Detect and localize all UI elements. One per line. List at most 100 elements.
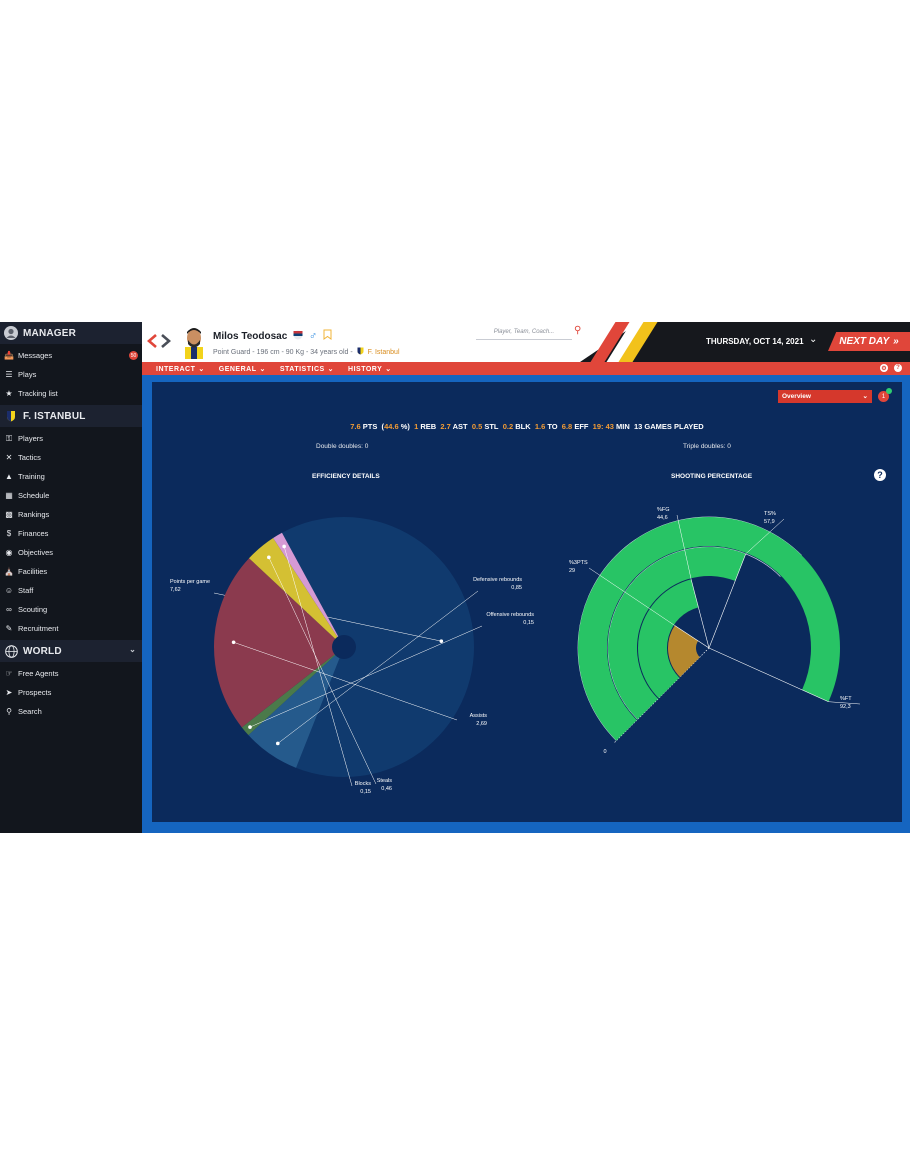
stat-label: %) <box>400 422 410 431</box>
sidebar-item-search[interactable]: ⚲ Search <box>0 702 142 721</box>
sidebar-item-scouting[interactable]: ∞ Scouting <box>0 600 142 619</box>
pie-label-dot <box>275 741 280 746</box>
radial-bar-label: %FG <box>657 507 670 513</box>
shooting-title: SHOOTING PERCENTAGE <box>671 473 753 480</box>
double-doubles: Double doubles: 0 <box>316 443 369 450</box>
stat-ast: 2.7 <box>440 422 451 431</box>
pie-slice-value: 0,85 <box>511 585 522 591</box>
rocket-icon: ➤ <box>5 688 13 697</box>
sidebar-item-plays[interactable]: ☰ Plays <box>0 365 142 384</box>
player-meta: Point Guard - 196 cm - 90 Kg - 34 years … <box>213 347 400 356</box>
sidebar-item-staff[interactable]: ☺ Staff <box>0 581 142 600</box>
players-icon: ⚿ <box>5 433 13 443</box>
radial-value-line <box>690 579 710 649</box>
chevron-down-icon[interactable]: ⌄ <box>809 334 818 345</box>
search-icon[interactable]: ⚲ <box>574 325 582 336</box>
sidebar-item-facilities[interactable]: ⛪ Facilities <box>0 562 142 581</box>
current-date: THURSDAY, OCT 14, 2021 <box>706 337 804 346</box>
pie-slice-label: Assists <box>470 713 488 719</box>
back-arrow-icon[interactable] <box>146 334 158 348</box>
bookmark-icon[interactable] <box>323 329 332 340</box>
sidebar-item-rankings[interactable]: ▩ Rankings <box>0 505 142 524</box>
pie-leader-line <box>233 642 458 721</box>
menu-statistics[interactable]: STATISTICS ⌄ <box>280 365 334 373</box>
team-crest-icon <box>4 409 18 423</box>
sidebar-section-label: WORLD <box>23 645 62 657</box>
sidebar-item-finances[interactable]: $ Finances <box>0 524 142 543</box>
pie-center-hole <box>332 635 356 659</box>
menu-history[interactable]: HISTORY ⌄ <box>348 365 392 373</box>
status-dot <box>886 388 892 394</box>
pie-slice-value: 0,15 <box>523 620 534 626</box>
sidebar-item-tactics[interactable]: ✕ Tactics <box>0 448 142 467</box>
objectives-icon: ◉ <box>5 548 13 557</box>
pie-label-dot <box>282 544 286 549</box>
alert-count: 1 <box>881 393 886 400</box>
finances-icon: $ <box>6 529 12 538</box>
help-icon[interactable]: ? <box>874 469 886 481</box>
radial-zero-label: 0 <box>603 749 606 755</box>
radial-bar-value: 44,6 <box>657 515 668 521</box>
pie-leader-line <box>268 557 377 785</box>
male-icon: ♂ <box>308 330 318 342</box>
help-icon[interactable]: ? <box>894 364 902 372</box>
pie-label-dot <box>439 639 444 643</box>
player-name: Milos Teodosac ♂ <box>213 329 332 342</box>
radial-bar <box>608 547 746 720</box>
sidebar-item-label: Scouting <box>18 605 48 614</box>
forward-arrow-icon[interactable] <box>160 334 172 348</box>
sidebar-item-messages[interactable]: 📥 Messages 50 <box>0 346 142 365</box>
player-avatar[interactable] <box>179 325 209 359</box>
settings-icon[interactable]: ⚙ <box>880 364 888 372</box>
sidebar-item-schedule[interactable]: ▦ Schedule <box>0 486 142 505</box>
chevron-down-icon: ⌄ <box>198 365 205 373</box>
chevron-down-icon[interactable]: ⌄ <box>129 645 136 654</box>
pie-label-dot <box>231 640 236 645</box>
sidebar-item-training[interactable]: ▲ Training <box>0 467 142 486</box>
sidebar-item-label: Recruitment <box>18 624 59 633</box>
player-team-link[interactable]: F. Istanbul <box>367 349 400 356</box>
alert-icon[interactable]: 1 <box>878 388 892 402</box>
sidebar-section-manager[interactable]: MANAGER <box>0 322 142 344</box>
sidebar-item-tracking-list[interactable]: ★ Tracking list <box>0 384 142 403</box>
pie-slice <box>213 558 344 728</box>
sidebar-item-free-agents[interactable]: ☞ Free Agents <box>0 664 142 683</box>
pie-label-dot <box>267 555 271 560</box>
radial-leader-line <box>588 567 675 626</box>
menu-interact[interactable]: INTERACT ⌄ <box>156 365 205 373</box>
sidebar-item-label: Objectives <box>18 548 54 557</box>
sidebar-item-label: Free Agents <box>18 669 59 678</box>
charts-canvas: Points per game 7,62 Defensive rebounds 0,8… <box>170 507 861 795</box>
sidebar: MANAGER 📥 Messages 50 ☰ Plays ★ Tracking list … <box>0 322 142 833</box>
app-window: MANAGER 📥 Messages 50 ☰ Plays ★ Tracking list … <box>0 322 910 833</box>
sidebar-item-objectives[interactable]: ◉ Objectives <box>0 543 142 562</box>
sidebar-item-label: Plays <box>18 370 37 379</box>
double-chevron-right-icon: » <box>893 336 899 347</box>
sidebar-item-label: Staff <box>18 586 34 595</box>
sidebar-item-prospects[interactable]: ➤ Prospects <box>0 683 142 702</box>
radial-bar <box>668 625 700 677</box>
pie-slice-value: 0,46 <box>381 786 392 792</box>
pie-slice <box>273 532 344 647</box>
view-dropdown[interactable]: Overview ⌄ <box>778 390 872 403</box>
menu-label: HISTORY <box>348 365 383 373</box>
pie-slice <box>281 517 474 777</box>
radial-bar-label: %3PTS <box>569 560 588 566</box>
sidebar-item-recruitment[interactable]: ✎ Recruitment <box>0 619 142 638</box>
sidebar-item-label: Players <box>18 434 44 443</box>
menu-general[interactable]: GENERAL ⌄ <box>219 365 266 373</box>
sidebar-item-players[interactable]: ⚿ Players <box>0 429 142 448</box>
next-day-button[interactable]: NEXT DAY » <box>828 332 910 351</box>
search-input[interactable]: Player, Team, Coach... <box>476 325 572 340</box>
sidebar-section-team[interactable]: F. ISTANBUL <box>0 405 142 427</box>
sidebar-section-label: MANAGER <box>23 327 77 339</box>
stat-label: MIN <box>616 422 630 431</box>
radial-value-line <box>674 625 710 649</box>
tactics-icon: ✕ <box>5 453 13 462</box>
search-icon: ⚲ <box>6 707 12 716</box>
nav-arrows <box>146 334 172 348</box>
calendar-icon: ▦ <box>5 491 13 500</box>
pie-slice <box>248 647 344 768</box>
sidebar-section-world[interactable]: WORLD ⌄ <box>0 640 142 662</box>
radial-bar <box>578 517 840 741</box>
